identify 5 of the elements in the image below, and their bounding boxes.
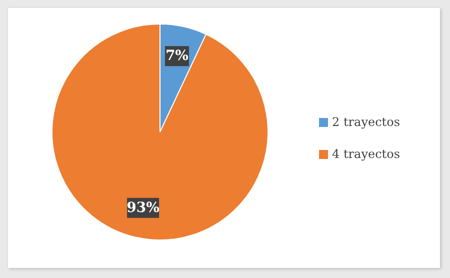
pie-slice: [52, 24, 268, 240]
legend-label: 2 trayectos: [332, 115, 400, 129]
data-label: 93%: [126, 200, 160, 216]
data-label: 7%: [165, 48, 188, 64]
legend-label: 4 trayectos: [332, 147, 400, 161]
